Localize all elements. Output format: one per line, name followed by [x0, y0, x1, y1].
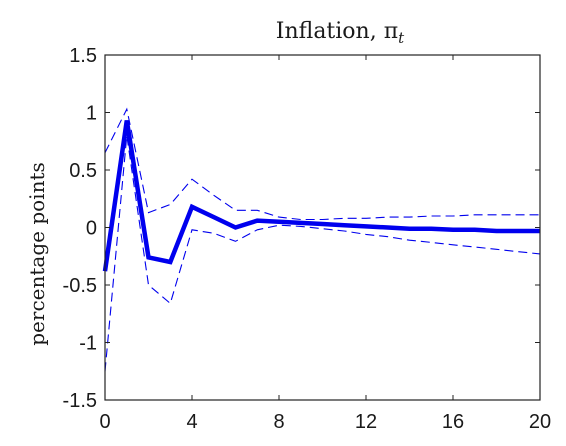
plot-area [102, 107, 541, 372]
y-tick-label: -0.5 [63, 275, 97, 297]
plot-frame [104, 54, 541, 401]
chart-title-subscript: t [398, 29, 405, 47]
chart-title: Inflation, πt [276, 19, 405, 47]
y-tick-label: 0.5 [69, 160, 97, 182]
x-tick-label: 12 [355, 411, 377, 433]
y-tick-label: -1.5 [63, 390, 97, 412]
series-line-dashed-lower [104, 135, 541, 372]
x-tick-label: 16 [442, 411, 464, 433]
series-line-dashed-upper [104, 107, 540, 221]
series-line-solid-thick [102, 120, 540, 272]
x-tick-label: 8 [273, 411, 284, 433]
y-tick-label: 1 [86, 103, 97, 125]
y-tick-label: -1 [79, 333, 97, 355]
x-tick-label: 20 [529, 411, 551, 433]
y-tick-label: 1.5 [69, 45, 97, 67]
axis-ticks: 0 4 8 12 16 20 -1.5 -1 -0.5 0 0.5 1 1.5 [63, 45, 552, 433]
y-tick-label: 0 [86, 218, 97, 240]
y-axis-label: percentage points [25, 162, 49, 346]
x-tick-label: 0 [99, 411, 110, 433]
x-tick-label: 4 [186, 411, 197, 433]
